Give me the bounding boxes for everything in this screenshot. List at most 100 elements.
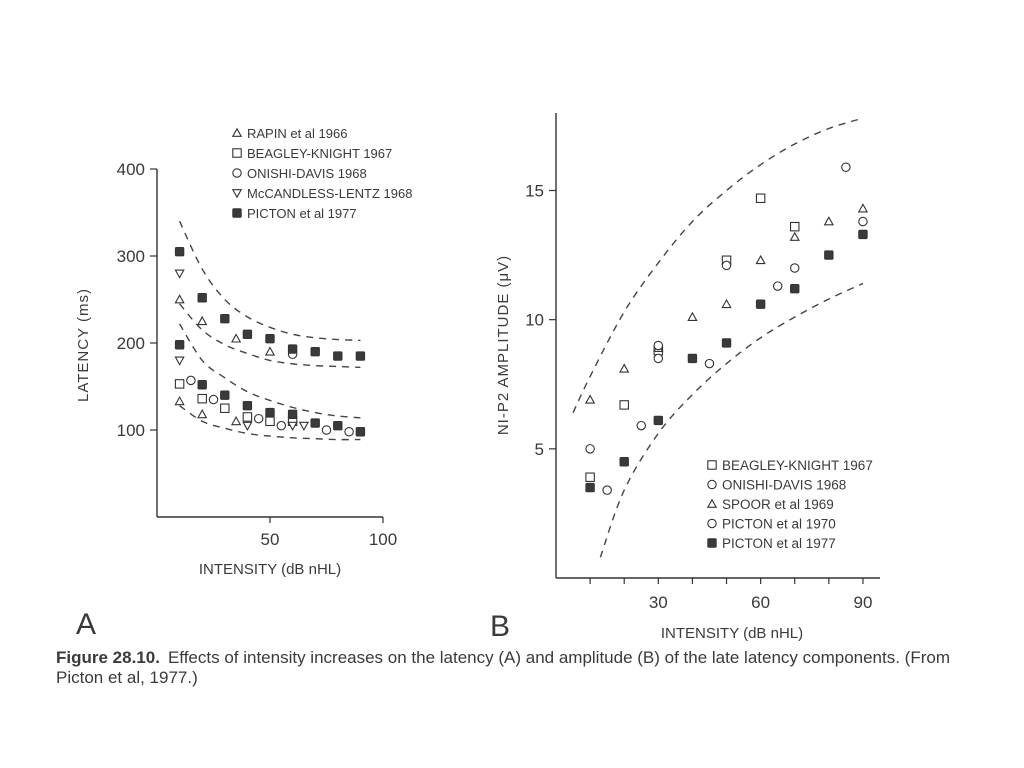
panel-a-data-point [230,333,242,343]
figure-caption-text: Effects of intensity increases on the la… [56,648,951,687]
panel-b-data-point [687,311,698,321]
panel-a-data-point [197,393,207,404]
panel-a-bound-curve [179,405,361,441]
panel-a-data-point [242,421,253,431]
panel-a-legend: RAPIN et al 1966 BEAGLEY-KNIGHT 1967 ONISH… [231,126,412,221]
panel-b-data-point [772,281,783,291]
panel-a-y-tick-label: 400 [117,160,145,179]
panel-a-legend-marker [232,148,242,158]
panel-a-data-point [264,346,276,356]
panel-a-data-point [242,412,253,422]
panel-a-data-point [174,246,185,257]
panel-b-data-point [755,299,766,309]
panel-a-data-point [174,356,185,366]
panel-a-data-point [355,351,366,361]
panel-a-data-point [174,395,185,406]
panel-a-bound-curve [179,323,361,419]
panel-b-legend-label: PICTON et al 1977 [722,536,836,551]
panel-b-y-tick-label: 5 [535,440,544,459]
panel-a-data-point [197,315,208,326]
panel-a-bounds [178,220,361,441]
panel-b-legend-marker [707,518,717,529]
panel-a-y-axis-label: LATENCY (ms) [75,288,92,402]
panel-a-x-tick-label: 50 [261,530,280,549]
panel-a-bound-curve [178,220,361,342]
panel-b-data-point [636,420,647,431]
figure-caption-label: Figure 28.10. [56,648,160,667]
panel-b-axes: 5 10 15 30 60 90 [525,113,880,612]
panel-b-data-point [824,250,834,260]
panel-a-data-point [242,329,253,340]
panel-a-data-point [220,403,230,413]
panel-a-legend-label: BEAGLEY-KNIGHT 1967 [247,146,392,161]
panel-b-data-point [721,298,732,309]
panel-b-data-point [721,260,732,271]
panel-b-y-tick-label: 10 [525,311,544,330]
panel-b-data-point [619,457,629,467]
panel-a-data-point [333,420,343,431]
panel-b-data-point [602,485,612,495]
panel-b-data-point [653,415,664,426]
panel-b-legend-label: PICTON et al 1970 [722,517,836,532]
panel-b-data-point [585,482,595,493]
panel-b-letter: B [490,610,510,643]
figure-caption: Figure 28.10. Effects of intensity increa… [56,648,956,688]
panel-a-legend-label: McCANDLESS-LENTZ 1968 [247,186,412,201]
panel-b-data-point [789,231,800,241]
panel-b-points [584,162,869,495]
panel-b-data-point [841,162,851,173]
panel-b-x-axis-label: INTENSITY (dB nHL) [661,625,803,642]
panel-a-data-point [174,379,185,389]
panel-b-data-point [704,358,715,369]
panel-b-legend-label: BEAGLEY-KNIGHT 1967 [722,458,873,473]
panel-b-legend-label: ONISHI-DAVIS 1968 [722,478,846,493]
panel-a-y-tick-label: 200 [117,334,145,353]
panel-a-data-point [186,375,196,386]
panel-a-y-tick-label: 100 [117,421,145,440]
panel-b-legend-label: SPOOR et al 1969 [722,497,834,512]
panel-b-data-point [653,340,664,351]
panel-b-y-tick-label: 15 [525,182,544,201]
panel-b-y-axis-label: NI-P2 AMPLITUDE (μV) [495,255,512,435]
panel-b-bounds [572,117,864,558]
panel-a-data-point [220,313,230,324]
panel-b-data-point [653,353,664,364]
panel-a-data-point [230,415,242,426]
panel-a-data-point [197,380,207,390]
panel-a-data-point [287,409,298,420]
panel-a-legend-marker [232,168,242,178]
panel-b-x-tick-label: 30 [649,593,668,612]
panel-a-data-point [333,351,343,361]
panel-a-data-point [321,425,332,435]
panel-a-data-point [208,394,219,405]
panel-b-data-point [790,283,800,294]
panel-a-data-point [265,416,275,427]
panel-a-data-point [265,333,275,344]
panel-b-data-point [584,394,596,404]
panel-a-legend-label: ONISHI-DAVIS 1968 [247,166,367,181]
panel-b-data-point [585,472,595,482]
panel-b-data-point [619,363,630,373]
panel-a-data-point [174,269,185,279]
panel-b-legend: BEAGLEY-KNIGHT 1967 ONISHI-DAVIS 1968 SPOO… [706,458,873,551]
panel-a-legend-label: PICTON et al 1977 [247,206,357,221]
panel-a-data-point [242,400,253,411]
panel-b-x-tick-label: 60 [751,593,770,612]
panel-a-legend-marker [231,189,243,199]
panel-b-legend-marker [707,538,717,548]
panel-a-data-point [197,293,207,303]
panel-b-bound-curve [572,117,864,413]
panel-a-data-point [253,413,264,424]
panel-b-data-point [619,400,629,410]
panel-a-legend-marker [231,127,243,137]
panel-a-legend-marker [232,208,242,218]
panel-a-letter: A [76,608,96,641]
panel-b-data-point [755,193,766,204]
panel-b-data-point [857,203,869,213]
panel-b-data-point [755,254,766,265]
panel-b-data-point [823,216,834,226]
panel-a-axes: 100 200 300 400 50 100 [117,160,398,549]
panel-a-data-point [344,426,354,437]
panel-a-data-point [298,421,310,431]
